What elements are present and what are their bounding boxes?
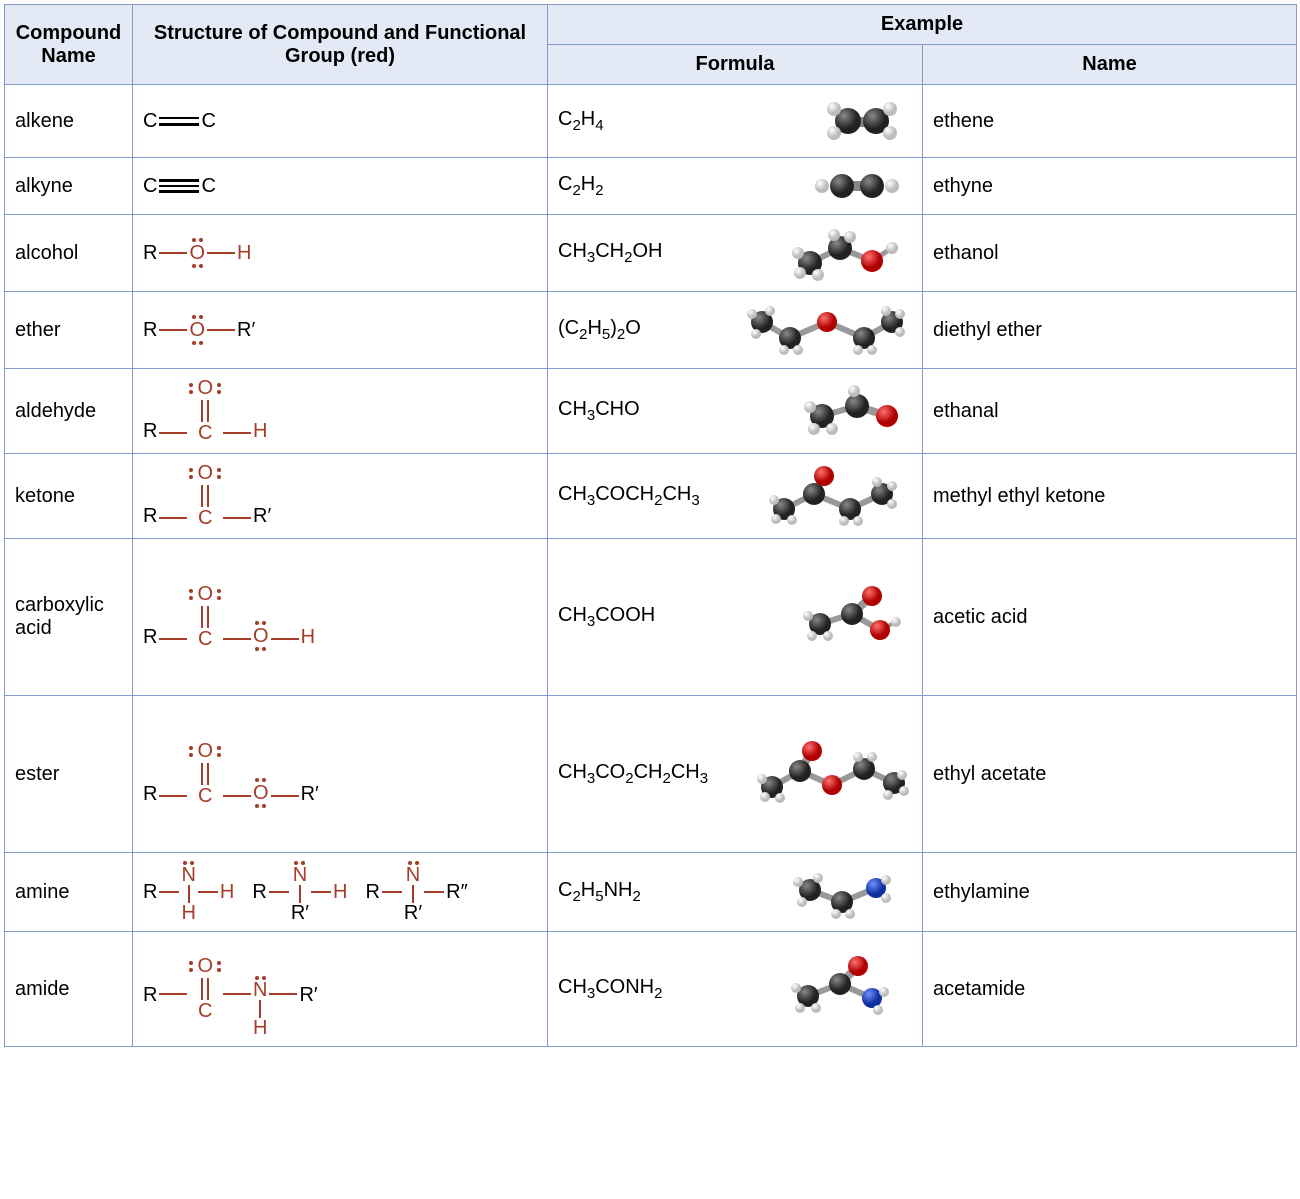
formula-cell: CH3CH2OH	[548, 215, 923, 292]
functional-groups-table: Compound Name Structure of Compound and …	[4, 4, 1297, 1047]
example-name: diethyl ether	[923, 292, 1297, 369]
compound-name: aldehyde	[5, 369, 133, 454]
structure-cell: R O C O R′	[133, 696, 548, 853]
ethyne-model-icon	[802, 166, 912, 206]
header-name: Name	[923, 45, 1297, 85]
example-name: ethylamine	[923, 853, 1297, 932]
formula-text: C2H2	[558, 173, 604, 199]
compound-name: alkyne	[5, 158, 133, 215]
formula-text: C2H4	[558, 108, 604, 134]
table-row: alcohol R O H CH3CH2OH	[5, 215, 1297, 292]
structure-cell: CC	[133, 85, 548, 158]
example-name: ethanol	[923, 215, 1297, 292]
formula-text: CH3CO2CH2CH3	[558, 761, 708, 787]
example-name: ethyne	[923, 158, 1297, 215]
table-row: alkyne CC C2H2 ethyne	[5, 158, 1297, 215]
table-row: ether R O R′ (C2H5)2O	[5, 292, 1297, 369]
ethyl-acetate-model-icon	[752, 739, 912, 809]
formula-text: C2H5NH2	[558, 879, 641, 905]
example-name: acetic acid	[923, 539, 1297, 696]
table-row: alkene CC C2H4	[5, 85, 1297, 158]
acetic-acid-model-icon	[792, 582, 912, 652]
example-name: ethyl acetate	[923, 696, 1297, 853]
compound-name: amine	[5, 853, 133, 932]
table-row: amine R NH H R NR′ H	[5, 853, 1297, 932]
structure-cell: R O C O H	[133, 539, 548, 696]
ethene-model-icon	[812, 93, 912, 149]
diethyl-ether-model-icon	[742, 300, 912, 360]
structure-cell: CC	[133, 158, 548, 215]
formula-text: CH3COCH2CH3	[558, 483, 700, 509]
table-row: aldehyde R O C H CH3CHO	[5, 369, 1297, 454]
methyl-ethyl-ketone-model-icon	[762, 464, 912, 529]
formula-text: CH3CH2OH	[558, 240, 662, 266]
formula-cell: CH3CONH2	[548, 932, 923, 1047]
formula-text: (C2H5)2O	[558, 317, 641, 343]
structure-cell: R O C H	[133, 369, 548, 454]
compound-name: alkene	[5, 85, 133, 158]
formula-cell: CH3COCH2CH3	[548, 454, 923, 539]
structure-cell: R O H	[133, 215, 548, 292]
compound-name: ester	[5, 696, 133, 853]
ethylamine-model-icon	[782, 862, 912, 922]
formula-cell: C2H4	[548, 85, 923, 158]
formula-text: CH3CONH2	[558, 976, 662, 1002]
compound-name: carboxylic acid	[5, 539, 133, 696]
formula-text: CH3CHO	[558, 398, 640, 424]
compound-name: amide	[5, 932, 133, 1047]
compound-name: alcohol	[5, 215, 133, 292]
formula-text: CH3COOH	[558, 604, 655, 630]
structure-cell: R O C R′	[133, 454, 548, 539]
table-row: carboxylic acid R O C O H	[5, 539, 1297, 696]
structure-cell: R O R′	[133, 292, 548, 369]
example-name: ethanal	[923, 369, 1297, 454]
formula-cell: C2H5NH2	[548, 853, 923, 932]
formula-cell: (C2H5)2O	[548, 292, 923, 369]
formula-cell: CH3COOH	[548, 539, 923, 696]
structure-cell: R O C NH R′	[133, 932, 548, 1047]
formula-cell: C2H2	[548, 158, 923, 215]
header-structure: Structure of Compound and Functional Gro…	[133, 5, 548, 85]
header-formula: Formula	[548, 45, 923, 85]
acetamide-model-icon	[782, 954, 912, 1024]
table-row: ester R O C O R′ CH3	[5, 696, 1297, 853]
table-row: amide R O C NH R′	[5, 932, 1297, 1047]
formula-cell: CH3CHO	[548, 369, 923, 454]
structure-cell: R NH H R NR′ H R	[133, 853, 548, 932]
header-example: Example	[548, 5, 1297, 45]
example-name: methyl ethyl ketone	[923, 454, 1297, 539]
compound-name: ketone	[5, 454, 133, 539]
table-row: ketone R O C R′ CH3COCH2CH3	[5, 454, 1297, 539]
example-name: acetamide	[923, 932, 1297, 1047]
ethanal-model-icon	[792, 381, 912, 441]
formula-cell: CH3CO2CH2CH3	[548, 696, 923, 853]
header-compound-name: Compound Name	[5, 5, 133, 85]
ethanol-model-icon	[782, 223, 912, 283]
example-name: ethene	[923, 85, 1297, 158]
compound-name: ether	[5, 292, 133, 369]
